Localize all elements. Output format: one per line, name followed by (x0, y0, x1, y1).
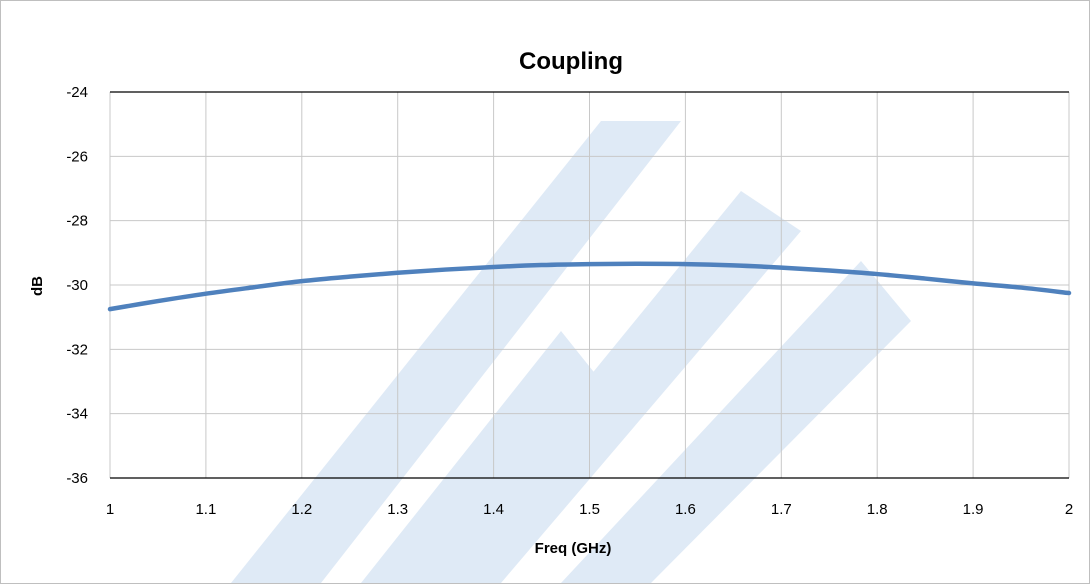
x-tick-label: 1.9 (963, 501, 984, 518)
x-tick-label: 1.2 (291, 501, 312, 518)
watermark-shape (361, 331, 601, 583)
series-layer (107, 261, 1072, 312)
x-tick-label: 1.8 (867, 501, 888, 518)
watermark-shape (561, 261, 911, 583)
watermark-shape (421, 191, 801, 583)
x-tick-label: 1.4 (483, 501, 504, 518)
x-tick-label: 1.1 (195, 501, 216, 518)
watermark-logo (231, 121, 911, 583)
y-axis-title: dB (29, 276, 46, 296)
y-tick-label: -30 (66, 277, 88, 294)
y-tick-label: -28 (66, 213, 88, 230)
x-tick-label: 1.5 (579, 501, 600, 518)
y-tick-label: -26 (66, 148, 88, 165)
chart-title: Coupling (519, 48, 623, 75)
y-tick-label: -24 (66, 84, 88, 101)
x-axis-title: Freq (GHz) (535, 540, 612, 557)
y-axis-ticks: -24 -26 -28 -30 -32 -34 -36 (66, 84, 88, 487)
y-tick-label: -34 (66, 406, 88, 423)
x-tick-label: 1.3 (387, 501, 408, 518)
y-tick-label: -32 (66, 341, 88, 358)
y-tick-label: -36 (66, 470, 88, 487)
x-tick-label: 1 (106, 501, 114, 518)
x-axis-ticks: 1 1.1 1.2 1.3 1.4 1.5 1.6 1.7 1.8 1.9 2 (106, 501, 1073, 518)
watermark-shape (231, 121, 681, 583)
series-line (107, 261, 1072, 312)
x-tick-label: 1.6 (675, 501, 696, 518)
x-tick-label: 1.7 (771, 501, 792, 518)
x-tick-label: 2 (1065, 501, 1073, 518)
plot-frame (110, 91, 1069, 479)
